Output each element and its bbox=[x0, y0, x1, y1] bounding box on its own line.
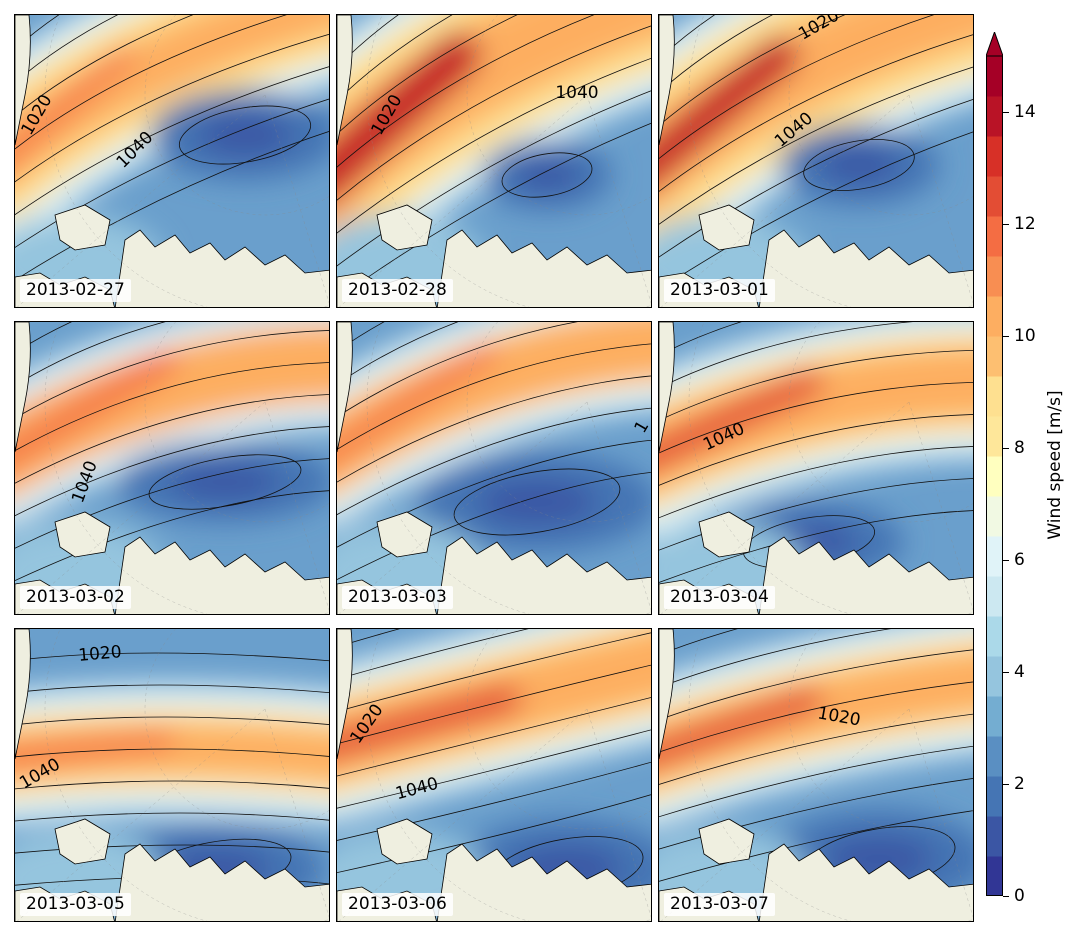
graticule bbox=[660, 629, 973, 921]
wind-speed-map: 1040 bbox=[15, 322, 329, 614]
colorbar-segment bbox=[986, 616, 1003, 657]
panel-date-label: 2013-03-01 bbox=[664, 279, 775, 302]
colorbar-segment bbox=[986, 176, 1003, 217]
isobars bbox=[659, 629, 973, 892]
contour-label: 1040 bbox=[555, 83, 598, 103]
colorbar-tick bbox=[1003, 448, 1009, 449]
colorbar-tick-label: 4 bbox=[1014, 662, 1025, 682]
graticule bbox=[16, 322, 329, 614]
panel-date-label: 2013-03-07 bbox=[664, 893, 775, 916]
graticule bbox=[338, 322, 651, 614]
wind-speed-map: 1 bbox=[337, 322, 651, 614]
colorbar-segment bbox=[986, 736, 1003, 777]
colorbar-tick-label: 8 bbox=[1014, 438, 1025, 458]
panel-date-label: 2013-02-27 bbox=[20, 279, 131, 302]
colorbar-tick-label: 0 bbox=[1014, 886, 1025, 906]
graticule bbox=[660, 15, 973, 307]
graticule bbox=[338, 629, 651, 921]
colorbar-tick-label: 12 bbox=[1014, 214, 1036, 234]
map-panel: 1 2013-03-03 bbox=[336, 321, 652, 615]
colorbar-segment bbox=[986, 96, 1003, 137]
isobars bbox=[337, 322, 651, 581]
map-panel: 1020 1040 2013-03-06 bbox=[336, 628, 652, 922]
panel-date-label: 2013-03-03 bbox=[342, 586, 453, 609]
panel-date-label: 2013-03-05 bbox=[20, 893, 131, 916]
colorbar-tick bbox=[1003, 784, 1009, 785]
colorbar-segment bbox=[986, 376, 1003, 417]
map-panel: 1020 1040 2013-03-01 bbox=[658, 14, 974, 308]
colorbar-extend-arrow bbox=[985, 30, 1004, 57]
colorbar-tick bbox=[1003, 336, 1009, 337]
graticule bbox=[16, 629, 329, 921]
contour-label: 1020 bbox=[78, 642, 123, 666]
colorbar-frame bbox=[986, 55, 1003, 896]
colorbar-segment bbox=[986, 456, 1003, 497]
colorbar-gradient bbox=[985, 30, 1004, 897]
colorbar-tick bbox=[1003, 560, 1009, 561]
map-panel: 1020 1040 2013-02-28 bbox=[336, 14, 652, 308]
colorbar-segment bbox=[986, 496, 1003, 537]
colorbar-segment bbox=[986, 776, 1003, 817]
colorbar-segment bbox=[986, 296, 1003, 337]
panel-date-label: 2013-02-28 bbox=[342, 279, 453, 302]
colorbar-tick bbox=[1003, 112, 1009, 113]
colorbar-tick bbox=[1003, 224, 1009, 225]
panel-date-label: 2013-03-06 bbox=[342, 893, 453, 916]
map-panel: 1040 2013-03-02 bbox=[14, 321, 330, 615]
colorbar-segment bbox=[986, 256, 1003, 297]
panel-date-label: 2013-03-02 bbox=[20, 586, 131, 609]
colorbar bbox=[985, 30, 1004, 897]
colorbar-segment bbox=[986, 816, 1003, 857]
isobars bbox=[659, 15, 973, 291]
colorbar-segment bbox=[986, 576, 1003, 617]
panel-date-label: 2013-03-04 bbox=[664, 586, 775, 609]
isobars bbox=[659, 322, 973, 583]
map-panel: 1020 1040 2013-02-27 bbox=[14, 14, 330, 308]
colorbar-segment bbox=[986, 56, 1003, 97]
colorbar-tick bbox=[1003, 672, 1009, 673]
graticule bbox=[338, 15, 651, 307]
colorbar-segment bbox=[986, 416, 1003, 457]
colorbar-tick-label: 6 bbox=[1014, 550, 1025, 570]
colorbar-tick bbox=[1003, 896, 1009, 897]
wind-speed-map: 1040 bbox=[659, 322, 973, 614]
isobars bbox=[15, 322, 329, 582]
colorbar-tick-label: 14 bbox=[1014, 102, 1036, 122]
graticule bbox=[16, 15, 329, 307]
colorbar-tick-label: 10 bbox=[1014, 326, 1036, 346]
map-panel: 1020 1040 2013-03-05 bbox=[14, 628, 330, 922]
colorbar-label: Wind speed [m/s] bbox=[1045, 390, 1065, 540]
colorbar-segment bbox=[986, 336, 1003, 377]
colorbar-segment bbox=[986, 216, 1003, 257]
colorbar-tick-label: 2 bbox=[1014, 774, 1025, 794]
colorbar-segment bbox=[986, 656, 1003, 697]
graticule bbox=[660, 322, 973, 614]
colorbar-segment bbox=[986, 136, 1003, 177]
colorbar-segment bbox=[986, 856, 1003, 897]
map-panel: 1040 2013-03-04 bbox=[658, 321, 974, 615]
colorbar-segment bbox=[986, 696, 1003, 737]
wind-speed-map: 1020 bbox=[659, 629, 973, 921]
map-panel: 1020 2013-03-07 bbox=[658, 628, 974, 922]
colorbar-segment bbox=[986, 536, 1003, 577]
